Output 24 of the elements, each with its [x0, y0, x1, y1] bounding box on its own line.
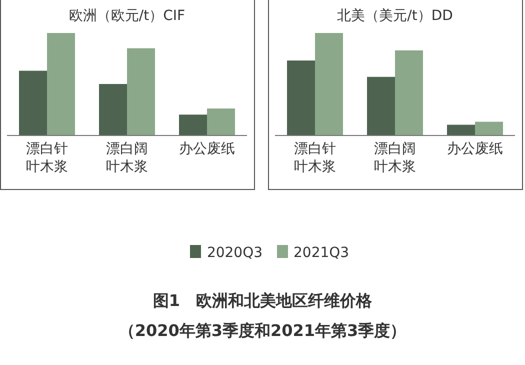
x-tick-label: 漂白针叶木浆	[294, 140, 336, 175]
x-tick-label: 漂白阔叶木浆	[374, 140, 416, 175]
bar	[127, 48, 155, 135]
x-tick-label: 漂白针叶木浆	[26, 140, 68, 175]
legend-label: 2021Q3	[294, 245, 350, 261]
chart-title: 北美（美元/t）DD	[337, 8, 453, 24]
x-tick-label: 办公废纸	[447, 140, 503, 157]
text: （2020年第3季度和2021年第3季度）	[118, 320, 408, 342]
bar	[395, 50, 423, 135]
bar	[287, 60, 315, 135]
caption: 图1 欧洲和北美地区纤维价格	[152, 290, 374, 312]
bar	[447, 124, 475, 135]
x-tick-label: 漂白阔叶木浆	[106, 140, 148, 175]
bar	[475, 122, 503, 135]
bar	[179, 114, 207, 135]
bar	[367, 76, 395, 135]
bar	[47, 33, 75, 135]
legend-label: 2020Q3	[206, 245, 262, 261]
bar	[19, 70, 47, 135]
x-tick-label: 办公废纸	[179, 140, 235, 157]
chart-title: 欧洲（欧元/t）CIF	[68, 8, 186, 24]
bar	[315, 33, 343, 135]
bar	[99, 84, 127, 135]
bar	[207, 108, 235, 135]
